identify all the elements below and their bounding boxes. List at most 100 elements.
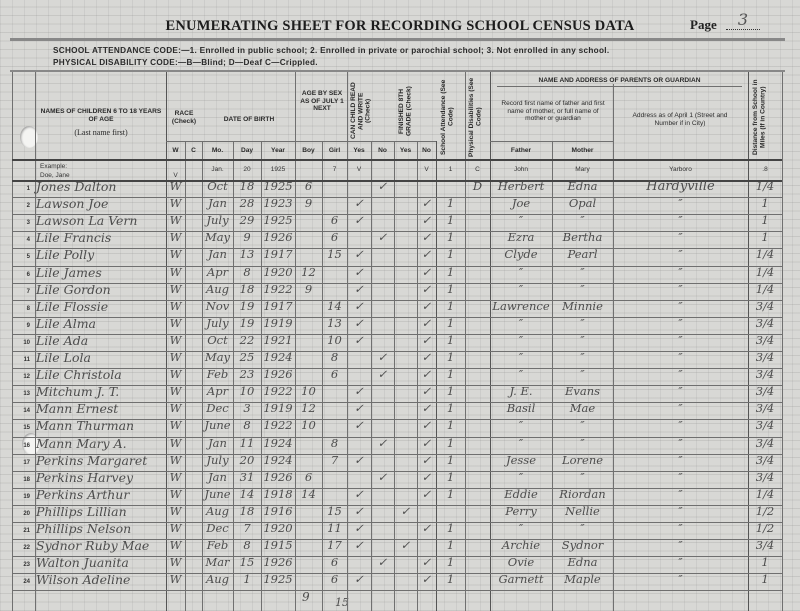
father-name: ″ <box>518 332 524 347</box>
col-age-header: AGE BY SEX AS OF JULY 1 NEXT <box>300 90 344 113</box>
row-rule <box>12 402 782 403</box>
birth-month: Jan <box>208 247 227 262</box>
row-rule <box>12 437 782 438</box>
row-rule <box>12 573 782 574</box>
child-name: Perkins Margaret <box>36 452 148 468</box>
table-row: 10 Lile Ada W Oct 22 1921 10 ✓ ✓ 1 ″ ″ ″ 3/4 <box>0 332 800 351</box>
birth-day: 22 <box>239 332 255 347</box>
mother-name: ″ <box>580 315 585 330</box>
address: ″ <box>678 418 683 433</box>
birth-year: 1926 <box>263 230 293 245</box>
child-name: Lawson Joe <box>36 196 109 212</box>
birth-year: 1925 <box>263 213 293 228</box>
address: ″ <box>678 264 683 279</box>
read-write-yes: ✓ <box>354 247 364 262</box>
read-write-yes: ✓ <box>354 538 364 553</box>
row-number: 21 <box>23 528 30 534</box>
row-number: 17 <box>23 459 30 466</box>
child-name: Lile James <box>36 264 102 280</box>
row-rule <box>12 522 782 523</box>
age-girl: 6 <box>330 555 339 570</box>
school-attendance: 1 <box>446 298 455 313</box>
child-name: Jones Dalton <box>36 179 117 194</box>
address: ″ <box>678 213 683 228</box>
table-row: 14 Mann Ernest W Dec 3 1919 12 ✓ ✓ 1 Basil Mae ″ 3/4 <box>0 401 800 419</box>
race: W <box>169 452 182 467</box>
eighth-grade-no: ✓ <box>421 332 432 347</box>
col-read-write-header: CAN CHILD READ AND WRITE (Check) <box>350 82 372 140</box>
table-row: 12 Lile Christola W Feb 23 1926 6 ✓ ✓ 1 ″ ″ ″ 3/4 <box>0 367 800 385</box>
eighth-grade-no: ✓ <box>421 350 432 364</box>
row-rule <box>12 351 782 352</box>
age-girl: 15 <box>327 503 342 518</box>
mother-name: ″ <box>580 332 585 347</box>
distance: 3/4 <box>755 384 775 399</box>
column-rule <box>782 72 783 611</box>
school-attendance: 1 <box>446 452 455 467</box>
table-row: 6 Lile James W Apr 8 1920 12 ✓ ✓ 1 ″ ″ ″ 1/4 <box>0 264 800 283</box>
birth-day: 8 <box>243 538 251 553</box>
school-attendance: 1 <box>446 401 455 416</box>
row-number: 4 <box>26 237 30 244</box>
birth-month: July <box>206 213 229 228</box>
birth-year: 1917 <box>263 247 293 262</box>
race: W <box>169 503 182 518</box>
col-dob-header: DATE OF BIRTH <box>223 116 275 123</box>
col-names-subheader: (Last name first) <box>74 128 128 137</box>
row-rule <box>12 539 782 540</box>
birth-day: 9 <box>243 230 251 245</box>
col-eighth-yes: Yes <box>399 147 412 154</box>
school-attendance: 1 <box>446 384 455 399</box>
child-name: Walton Juanita <box>36 555 129 571</box>
column-rule <box>371 141 372 611</box>
birth-year: 1916 <box>263 503 293 518</box>
example-disability: C <box>475 166 480 173</box>
father-name: Herbert <box>497 179 545 193</box>
age-girl: 8 <box>330 350 339 364</box>
father-name: Perry <box>505 503 537 518</box>
address: ″ <box>678 538 683 553</box>
school-attendance: 1 <box>446 230 455 245</box>
age-girl: 10 <box>327 332 342 347</box>
mother-name: ″ <box>580 469 585 484</box>
col-names-header: NAMES OF CHILDREN 6 TO 18 YEARS OF AGE <box>40 108 162 123</box>
col-read-yes: Yes <box>353 147 365 154</box>
table-row: 16 Mann Mary A. W Jan 11 1924 8 ✓ ✓ 1 ″ ″ ″ 3/4 <box>0 436 800 454</box>
birth-day: 18 <box>239 503 255 518</box>
read-write-no: ✓ <box>377 350 388 364</box>
column-rule <box>166 72 167 611</box>
table-row: 17 Perkins Margaret W July 20 1924 7 ✓ ✓ 1 Jesse Lo… <box>0 452 800 471</box>
row-number: 16 <box>23 442 30 449</box>
eighth-grade-no: ✓ <box>421 298 432 313</box>
col-month: Mo. <box>211 147 224 154</box>
birth-day: 25 <box>239 350 255 364</box>
birth-year: 1922 <box>263 281 293 296</box>
example-girl: 7 <box>332 166 337 173</box>
child-name: Lawson La Vern <box>36 213 138 229</box>
eighth-grade-no: ✓ <box>421 572 432 587</box>
birth-day: 28 <box>239 196 255 211</box>
birth-year: 1917 <box>263 298 293 313</box>
birth-year: 1915 <box>263 538 293 553</box>
mother-name: Edna <box>567 179 598 193</box>
row-rule <box>12 300 782 301</box>
birth-day: 18 <box>239 281 255 296</box>
example-name: Doe, Jane <box>40 172 70 179</box>
address: ″ <box>678 298 683 313</box>
column-rule <box>436 141 437 611</box>
birth-year: 1925 <box>263 572 293 587</box>
col-boy: Boy <box>302 147 315 154</box>
distance: 3/4 <box>755 298 775 313</box>
birth-month: Aug <box>205 281 230 296</box>
birth-month: Apr <box>206 384 229 399</box>
column-rule <box>552 141 553 611</box>
row-rule <box>12 159 782 161</box>
column-rule <box>261 141 262 611</box>
birth-day: 23 <box>239 367 255 382</box>
father-name: ″ <box>518 350 524 364</box>
col-read-no: No <box>378 147 387 154</box>
eighth-grade-yes: ✓ <box>400 538 411 553</box>
mother-name: ″ <box>580 521 585 535</box>
race: W <box>169 418 182 433</box>
read-write-yes: ✓ <box>354 213 364 228</box>
